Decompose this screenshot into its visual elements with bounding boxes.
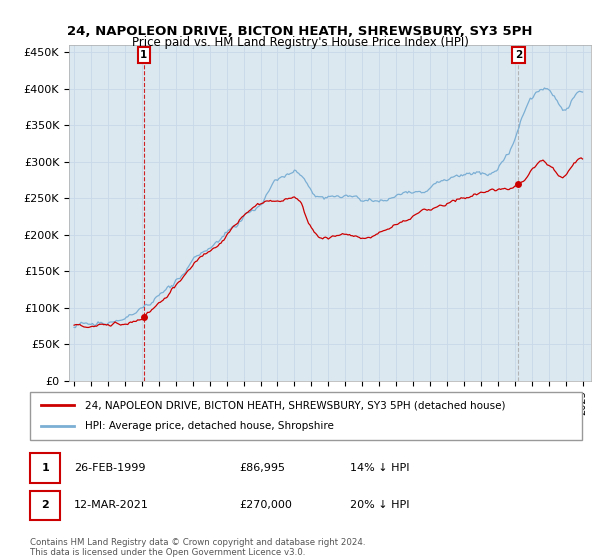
Text: Price paid vs. HM Land Registry's House Price Index (HPI): Price paid vs. HM Land Registry's House … <box>131 36 469 49</box>
Text: 26-FEB-1999: 26-FEB-1999 <box>74 463 146 473</box>
Text: £86,995: £86,995 <box>240 463 286 473</box>
Text: 12-MAR-2021: 12-MAR-2021 <box>74 500 149 510</box>
FancyBboxPatch shape <box>30 491 61 520</box>
Text: 2: 2 <box>41 500 49 510</box>
Text: 14% ↓ HPI: 14% ↓ HPI <box>350 463 410 473</box>
Text: Contains HM Land Registry data © Crown copyright and database right 2024.
This d: Contains HM Land Registry data © Crown c… <box>30 538 365 557</box>
Text: 2: 2 <box>515 50 522 60</box>
Text: HPI: Average price, detached house, Shropshire: HPI: Average price, detached house, Shro… <box>85 421 334 431</box>
Text: 1: 1 <box>41 463 49 473</box>
Text: £270,000: £270,000 <box>240 500 293 510</box>
Text: 20% ↓ HPI: 20% ↓ HPI <box>350 500 410 510</box>
FancyBboxPatch shape <box>30 392 582 440</box>
FancyBboxPatch shape <box>30 453 61 483</box>
Text: 24, NAPOLEON DRIVE, BICTON HEATH, SHREWSBURY, SY3 5PH: 24, NAPOLEON DRIVE, BICTON HEATH, SHREWS… <box>67 25 533 38</box>
Text: 24, NAPOLEON DRIVE, BICTON HEATH, SHREWSBURY, SY3 5PH (detached house): 24, NAPOLEON DRIVE, BICTON HEATH, SHREWS… <box>85 400 506 410</box>
Text: 1: 1 <box>140 50 148 60</box>
